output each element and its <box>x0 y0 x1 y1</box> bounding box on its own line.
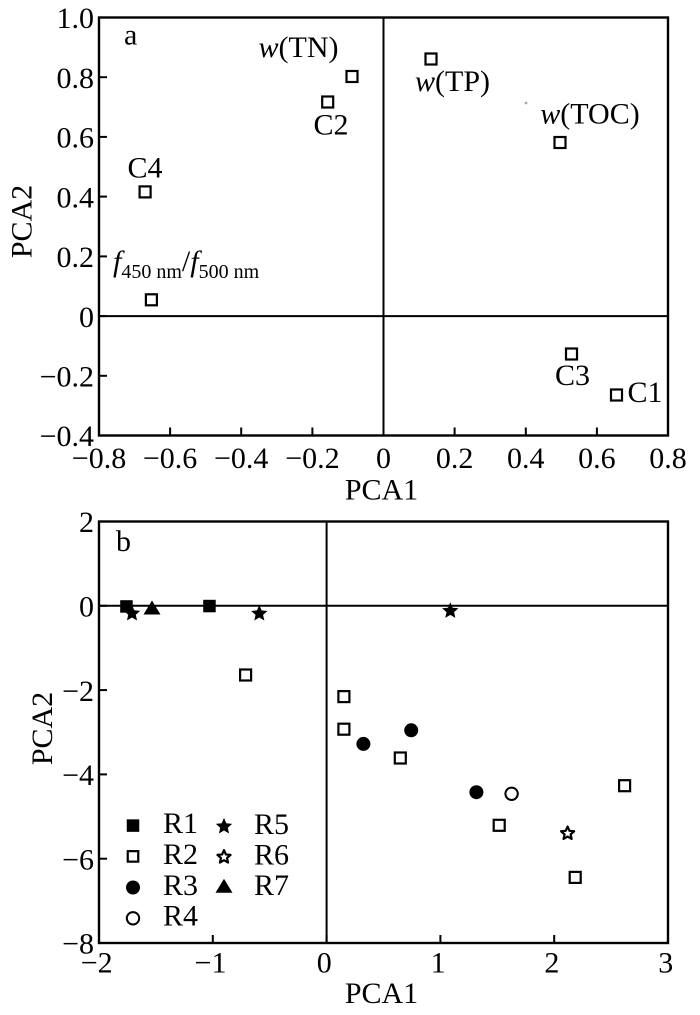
svg-text:−2: −2 <box>62 675 94 708</box>
svg-text:−0.4: −0.4 <box>214 442 268 475</box>
svg-text:0: 0 <box>376 442 391 475</box>
svg-text:−1: −1 <box>195 947 227 980</box>
svg-text:R1: R1 <box>163 807 198 840</box>
svg-text:1: 1 <box>431 947 446 980</box>
svg-text:−0.8: −0.8 <box>72 442 126 475</box>
svg-text:R2: R2 <box>163 838 198 871</box>
svg-text:C1: C1 <box>628 376 663 409</box>
svg-text:a: a <box>124 19 137 52</box>
svg-text:−0.4: −0.4 <box>40 420 94 453</box>
svg-text:C4: C4 <box>127 152 162 185</box>
svg-text:w(TOC): w(TOC) <box>540 98 639 131</box>
svg-text:−6: −6 <box>62 843 94 876</box>
svg-text:PCA1: PCA1 <box>345 977 418 1010</box>
svg-text:0.4: 0.4 <box>57 181 95 214</box>
svg-text:0.2: 0.2 <box>436 442 474 475</box>
svg-text:3: 3 <box>658 947 673 980</box>
svg-text:0: 0 <box>79 301 94 334</box>
svg-text:PCA1: PCA1 <box>345 474 418 507</box>
svg-text:R6: R6 <box>254 838 289 871</box>
svg-text:C2: C2 <box>313 109 348 142</box>
svg-text:PCA2: PCA2 <box>6 185 39 258</box>
svg-text:PCA2: PCA2 <box>26 692 59 765</box>
svg-text:2: 2 <box>544 947 559 980</box>
svg-text:R4: R4 <box>163 900 198 933</box>
svg-text:1.0: 1.0 <box>57 2 95 35</box>
svg-text:−8: −8 <box>62 928 94 961</box>
svg-text:w(TN): w(TN) <box>259 31 339 64</box>
svg-text:0: 0 <box>317 947 332 980</box>
svg-text:R7: R7 <box>254 869 289 902</box>
svg-text:b: b <box>116 525 131 558</box>
svg-text:−0.2: −0.2 <box>40 361 94 394</box>
svg-text:R3: R3 <box>163 869 198 902</box>
svg-text:−2: −2 <box>81 947 113 980</box>
svg-text:C3: C3 <box>555 359 590 392</box>
svg-text:0: 0 <box>79 591 94 624</box>
svg-text:−0.6: −0.6 <box>143 442 197 475</box>
svg-text:0.4: 0.4 <box>507 442 545 475</box>
svg-text:2: 2 <box>79 506 94 539</box>
svg-text:w(TP): w(TP) <box>415 65 490 98</box>
svg-text:0.8: 0.8 <box>57 62 95 95</box>
svg-text:0.6: 0.6 <box>578 442 616 475</box>
svg-text:0.6: 0.6 <box>57 122 95 155</box>
svg-text:0.2: 0.2 <box>57 241 95 274</box>
svg-text:0.8: 0.8 <box>649 442 687 475</box>
svg-text:R5: R5 <box>254 808 289 841</box>
svg-text:−0.2: −0.2 <box>285 442 339 475</box>
svg-text:−4: −4 <box>62 759 94 792</box>
